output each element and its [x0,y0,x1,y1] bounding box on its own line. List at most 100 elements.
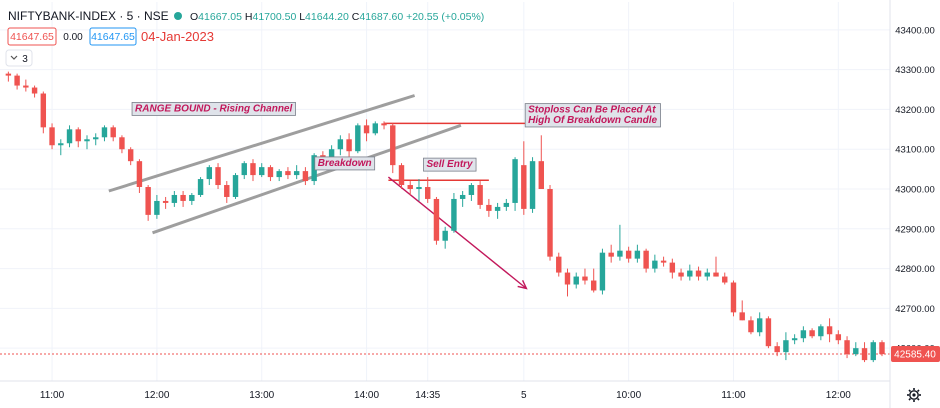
candle-body [590,280,597,291]
spread-value: 0.00 [63,32,83,43]
candle [512,157,518,211]
candle-body [826,326,833,335]
market-status-icon [174,12,182,20]
gear-icon[interactable] [907,388,921,402]
symbol-title[interactable]: NIFTYBANK-INDEX · 5 · NSE [8,9,169,23]
candle [599,248,606,295]
y-tick-label: 42800.00 [895,264,935,275]
candle [451,192,457,233]
candle [564,268,571,297]
time-axis[interactable]: 11:00 12:00 13:00 14:00 14:35 5 10:00 11:00 12:0… [40,390,851,401]
candle-body [791,338,798,341]
candle [355,123,361,154]
candle [748,316,754,335]
candle [433,196,440,245]
candle-body [14,75,20,86]
x-tick-label: 14:35 [415,390,440,401]
candle-body [110,127,116,138]
candle [416,179,422,201]
candle-body [783,340,789,353]
candle [783,332,789,361]
candle [704,268,710,281]
candle [556,252,562,277]
candle [215,163,221,190]
target-arrow-line[interactable] [387,176,527,290]
candle [643,248,649,273]
candle [634,244,641,263]
candle [730,280,737,317]
y-tick-label: 43400.00 [895,25,935,36]
candle-body [5,73,12,76]
candle-body [879,342,885,355]
candle [276,169,282,182]
candle [14,73,20,90]
candle [390,123,396,174]
x-tick-label: 14:00 [354,390,379,401]
candle-body [687,270,693,277]
price-axis[interactable]: 43400.00 43300.00 43200.00 43100.00 43000.00… [895,25,935,354]
candle-body [459,194,466,199]
x-tick-label: 11:00 [721,390,746,401]
candle-body [49,127,55,146]
candle-body [547,189,553,257]
candle-body [328,149,335,160]
candle [765,316,772,349]
candle [197,177,204,197]
stoploss-label-line2[interactable]: High Of Breakdown Candle [528,115,657,126]
candle-body [425,187,431,199]
candle [171,191,178,207]
candle [398,163,405,190]
candle [442,226,448,249]
sell-entry-box [423,157,477,172]
candle-body [250,163,256,176]
candle [879,340,885,357]
candle [494,202,501,219]
candle [459,191,466,207]
candle-body [259,167,265,176]
ohlc-values: O41667.05 H41700.50 L41644.20 C41687.60 … [190,11,484,23]
symbol-legend[interactable]: NIFTYBANK-INDEX · 5 · NSE O41667.05 H417… [8,9,484,23]
candle [660,256,667,267]
candle-body [774,346,780,353]
range-bound-label[interactable]: RANGE BOUND - Rising Channel [131,102,296,116]
stoploss-label-line1[interactable]: Stoploss Can Be Placed At [524,103,661,128]
sell-entry-label[interactable]: Sell Entry [423,157,477,172]
bid-price-box[interactable] [7,27,57,46]
candle-body [407,185,413,190]
indicators-toggle[interactable]: 3 [5,49,33,67]
candle [311,153,317,186]
candle-body [40,93,47,128]
bid-price: 41647.65 [10,31,54,43]
x-tick-label: 12:00 [144,390,169,401]
candle [189,192,195,205]
candle [180,191,186,207]
candles [5,71,885,363]
candle [5,71,12,82]
candle [538,135,544,190]
candle-body [23,85,29,88]
channel-upper-line[interactable] [108,94,416,193]
candle [259,163,265,178]
candle [818,324,824,341]
candle-body [853,348,859,355]
stoploss-box [524,103,661,128]
candle-body [739,312,745,321]
candle-body [494,206,501,211]
breakdown-label[interactable]: Breakdown [314,156,376,171]
candle-body [372,123,379,134]
candle-body [835,334,842,341]
candle [58,139,64,156]
candle-body [538,161,544,190]
candle-body [669,262,676,273]
candle [853,342,859,357]
arrow-head-icon [517,280,528,290]
candle [154,194,160,219]
candle-body [101,127,108,138]
ask-price-box[interactable] [89,27,137,46]
x-tick-label: 10:00 [616,390,641,401]
candle-body [197,179,204,195]
y-tick-label: 43300.00 [895,65,935,76]
svg-text:42585.40: 42585.40 [894,349,936,360]
